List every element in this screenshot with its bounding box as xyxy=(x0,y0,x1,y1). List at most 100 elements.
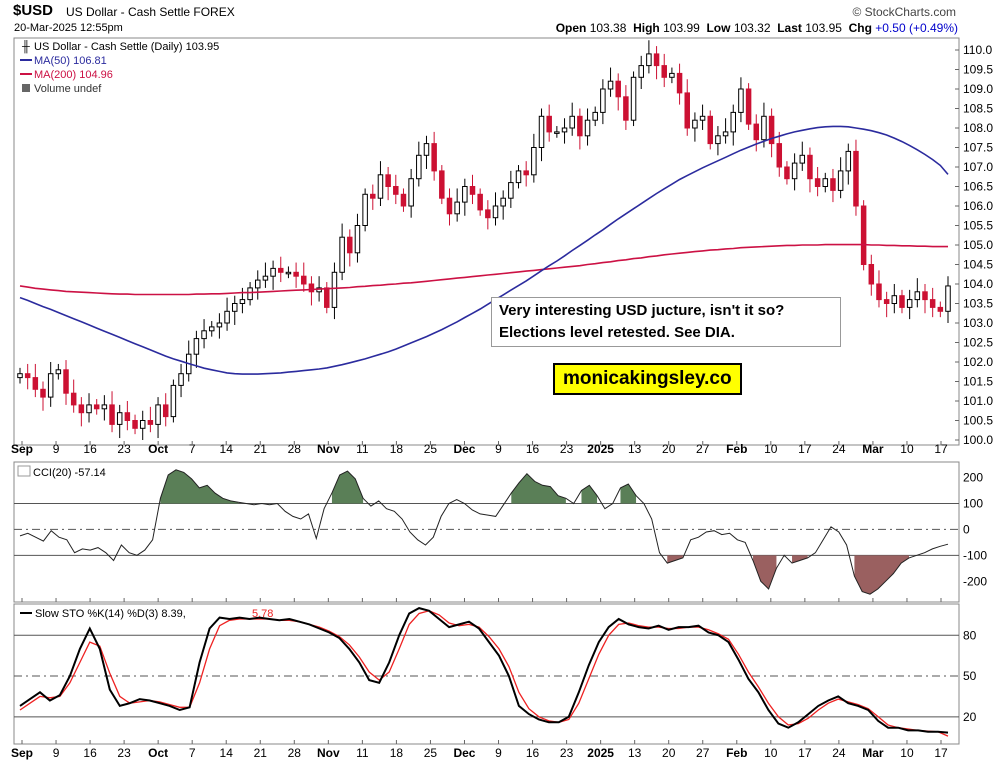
candle-body xyxy=(822,178,829,187)
x-tick-label: 27 xyxy=(696,442,710,456)
x-tick-label: 7 xyxy=(189,442,196,456)
candle-body xyxy=(914,291,921,301)
cci-line xyxy=(19,469,949,595)
x-tick-label: 18 xyxy=(390,442,404,456)
x-tick-label: 10 xyxy=(764,746,778,760)
candle-body xyxy=(761,115,767,141)
x-axis-labels: Sep Sep 9 9 16 16 23 23 Oct Oct 7 7 14 14 21 21 28 28 Nov N… xyxy=(11,441,948,760)
candle-body xyxy=(722,131,729,137)
candle-body xyxy=(477,193,483,211)
x-tick-label: 23 xyxy=(117,442,131,456)
candle-body xyxy=(538,115,545,149)
cci-tick-label: 200 xyxy=(963,471,983,485)
candle-body xyxy=(400,193,407,207)
cci-tick-label: -200 xyxy=(963,574,987,588)
candle-body xyxy=(170,384,177,418)
candle-body xyxy=(646,53,652,67)
x-tick-label: 9 xyxy=(495,746,502,760)
price-tick-label: 101.5 xyxy=(963,375,993,389)
x-tick-label: 21 xyxy=(254,746,268,760)
price-legend: ╫ US Dollar - Cash Settle (Daily) 103.95… xyxy=(20,39,219,95)
x-tick-label: Oct xyxy=(148,746,168,760)
sto-tick-label: 50 xyxy=(963,669,977,683)
candle-body xyxy=(845,150,852,172)
security-name: US Dollar - Cash Settle FOREX xyxy=(66,5,235,19)
candle-body xyxy=(193,338,200,355)
candle-body xyxy=(469,186,476,195)
cci-legend: CCI(20) -57.14 xyxy=(17,465,106,479)
sto-pane-frame xyxy=(13,603,960,745)
brand-watermark: © StockCharts.com xyxy=(852,5,956,19)
x-tick-label: Nov xyxy=(317,442,340,456)
cci-toggle-icon[interactable] xyxy=(17,465,31,477)
x-tick-label: Dec xyxy=(453,442,475,456)
candle-body xyxy=(454,201,460,215)
x-tick-label: Mar xyxy=(862,746,884,760)
cci-pane: 200 100 0 -100 -200 xyxy=(14,469,987,595)
candle-body xyxy=(32,377,39,390)
candle-body xyxy=(63,369,69,394)
legend-cci: CCI(20) -57.14 xyxy=(33,467,106,479)
last-value: 103.95 xyxy=(805,21,842,35)
high-value: 103.99 xyxy=(663,21,700,35)
candle-body xyxy=(561,127,568,133)
x-tick-label: 2025 xyxy=(587,442,614,456)
x-tick-label: 28 xyxy=(288,746,302,760)
cci-tick-label: 100 xyxy=(963,496,983,510)
candle-body xyxy=(47,373,54,398)
x-tick-label: 27 xyxy=(696,746,710,760)
legend-main: US Dollar - Cash Settle (Daily) 103.95 xyxy=(34,41,219,53)
candle-body xyxy=(592,111,598,121)
x-tick-label: 17 xyxy=(798,746,812,760)
candle-body xyxy=(362,193,368,227)
price-tick-label: 103.0 xyxy=(963,316,993,330)
candle-body xyxy=(768,115,775,145)
x-tick-label: 20 xyxy=(662,746,676,760)
candle-body xyxy=(247,287,253,301)
x-tick-label: 16 xyxy=(83,442,97,456)
candle-body xyxy=(354,225,361,254)
candle-body xyxy=(569,115,575,129)
candle-body xyxy=(554,131,560,134)
x-tick-label: 9 xyxy=(53,746,60,760)
price-tick-label: 106.0 xyxy=(963,199,993,213)
candle-body xyxy=(324,287,330,308)
quote-bar: Open 103.38 High 103.99 Low 103.32 Last … xyxy=(556,21,958,35)
sto-legend: Slow STO %K(14) %D(3) 8.39, 5.78 xyxy=(20,608,273,620)
candle-body xyxy=(78,404,85,414)
symbol: $USD xyxy=(13,2,54,19)
candle-body xyxy=(607,80,614,90)
candle-body xyxy=(347,236,353,254)
x-tick-label: 17 xyxy=(798,442,812,456)
candle-body xyxy=(730,111,737,133)
x-tick-label: 14 xyxy=(220,442,234,456)
x-tick-label: 25 xyxy=(424,442,438,456)
candle-body xyxy=(270,267,276,277)
price-tick-label: 110.0 xyxy=(963,43,992,57)
x-tick-label: 24 xyxy=(832,442,846,456)
candle-body xyxy=(147,420,154,425)
candle-body xyxy=(577,115,583,137)
x-tick-label: 10 xyxy=(900,746,914,760)
candle-body xyxy=(799,154,806,164)
candle-body xyxy=(278,267,284,273)
candle-body xyxy=(239,299,246,305)
candle-body xyxy=(293,271,299,277)
price-tick-label: 106.5 xyxy=(963,180,993,194)
x-tick-label: 10 xyxy=(900,442,914,456)
candle-body xyxy=(523,170,529,176)
candle-body xyxy=(55,369,62,375)
candle-body xyxy=(868,264,875,285)
x-tick-label: 18 xyxy=(390,746,404,760)
x-tick-label: Dec xyxy=(453,746,475,760)
x-tick-label: 23 xyxy=(117,746,131,760)
price-tick-label: 108.0 xyxy=(963,121,993,135)
price-tick-label: 102.0 xyxy=(963,355,993,369)
x-tick-label: 25 xyxy=(424,746,438,760)
candle-body xyxy=(208,326,215,332)
x-tick-label: 9 xyxy=(53,442,60,456)
candle-body xyxy=(385,174,391,188)
volume-icon xyxy=(22,84,30,92)
cci-oversold-fill xyxy=(667,555,683,564)
